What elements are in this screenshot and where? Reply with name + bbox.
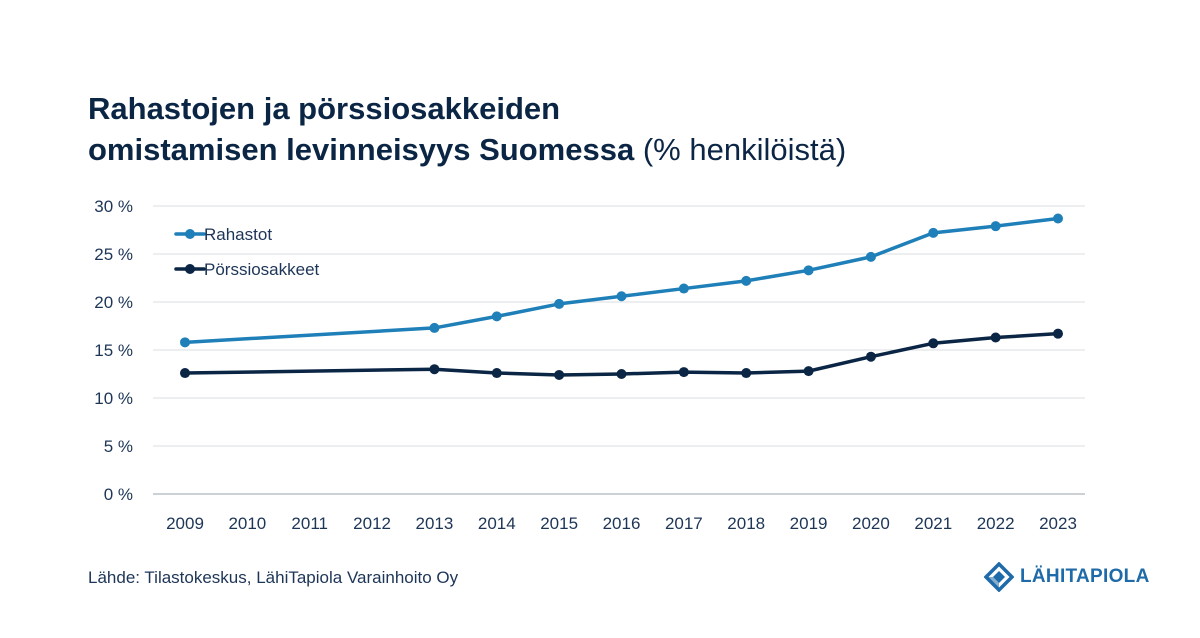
title-line-2: omistamisen levinneisyys Suomessa (% hen…	[88, 129, 1088, 170]
x-tick-label: 2016	[603, 514, 641, 533]
data-point-rahastot	[990, 221, 1001, 232]
series-line-p-rssiosakkeet	[183, 331, 1060, 377]
x-tick-label: 2009	[166, 514, 204, 533]
data-point-rahastot	[616, 291, 627, 302]
x-tick-label: 2017	[665, 514, 703, 533]
title-line-2-bold: omistamisen levinneisyys Suomessa	[88, 132, 635, 167]
data-point-p-rssiosakkeet	[990, 332, 1001, 343]
lahitapiola-logo-icon	[984, 562, 1014, 592]
x-tick-label: 2012	[353, 514, 391, 533]
data-point-p-rssiosakkeet	[491, 368, 502, 379]
x-tick-label: 2021	[914, 514, 952, 533]
y-tick-label: 15 %	[94, 341, 133, 360]
y-tick-label: 0 %	[104, 485, 133, 504]
y-tick-label: 10 %	[94, 389, 133, 408]
x-tick-label: 2014	[478, 514, 516, 533]
y-tick-label: 20 %	[94, 293, 133, 312]
x-tick-label: 2019	[790, 514, 828, 533]
data-point-p-rssiosakkeet	[865, 351, 876, 362]
data-point-rahastot	[429, 322, 440, 333]
x-tick-label: 2010	[228, 514, 266, 533]
title-unit: (% henkilöistä)	[642, 132, 847, 167]
x-tick-label: 2020	[852, 514, 890, 533]
lahitapiola-logo: LÄHITAPIOLA	[984, 562, 1150, 592]
data-point-p-rssiosakkeet	[741, 368, 752, 379]
x-tick-label: 2023	[1039, 514, 1077, 533]
data-point-p-rssiosakkeet	[554, 369, 565, 380]
data-point-p-rssiosakkeet	[678, 367, 689, 378]
data-point-rahastot	[928, 227, 939, 238]
data-point-p-rssiosakkeet	[180, 368, 190, 379]
series-line-rahastot	[183, 216, 1060, 345]
y-tick-label: 25 %	[94, 245, 133, 264]
legend-label-rahastot: Rahastot	[204, 225, 272, 244]
x-tick-label: 2022	[977, 514, 1015, 533]
data-point-rahastot	[865, 251, 876, 262]
x-tick-label: 2011	[291, 514, 328, 533]
y-tick-label: 5 %	[104, 437, 133, 456]
title-line-1: Rahastojen ja pörssiosakkeiden	[88, 91, 561, 126]
data-point-p-rssiosakkeet	[1053, 328, 1063, 339]
data-point-rahastot	[803, 265, 814, 276]
data-point-rahastot	[554, 298, 565, 309]
source-note: Lähde: Tilastokeskus, LähiTapiola Varain…	[88, 568, 459, 587]
chart-title: Rahastojen ja pörssiosakkeiden omistamis…	[88, 88, 1088, 170]
x-tick-label: 2018	[727, 514, 765, 533]
data-point-rahastot	[678, 283, 689, 294]
data-point-p-rssiosakkeet	[429, 364, 440, 375]
legend-marker-p-rssiosakkeet	[185, 264, 195, 274]
legend-label-p-rssiosakkeet: Pörssiosakkeet	[204, 260, 320, 279]
data-point-p-rssiosakkeet	[616, 369, 627, 379]
data-point-rahastot	[180, 337, 190, 348]
data-point-rahastot	[491, 311, 502, 322]
x-tick-label: 2015	[540, 514, 578, 533]
lahitapiola-logo-text: LÄHITAPIOLA	[1020, 566, 1150, 587]
x-tick-label: 2013	[416, 514, 454, 533]
data-point-rahastot	[1053, 213, 1063, 224]
data-point-p-rssiosakkeet	[803, 366, 814, 377]
legend-marker-rahastot	[185, 229, 195, 239]
data-point-rahastot	[741, 275, 752, 286]
data-point-p-rssiosakkeet	[928, 338, 939, 349]
y-tick-label: 30 %	[94, 197, 133, 216]
